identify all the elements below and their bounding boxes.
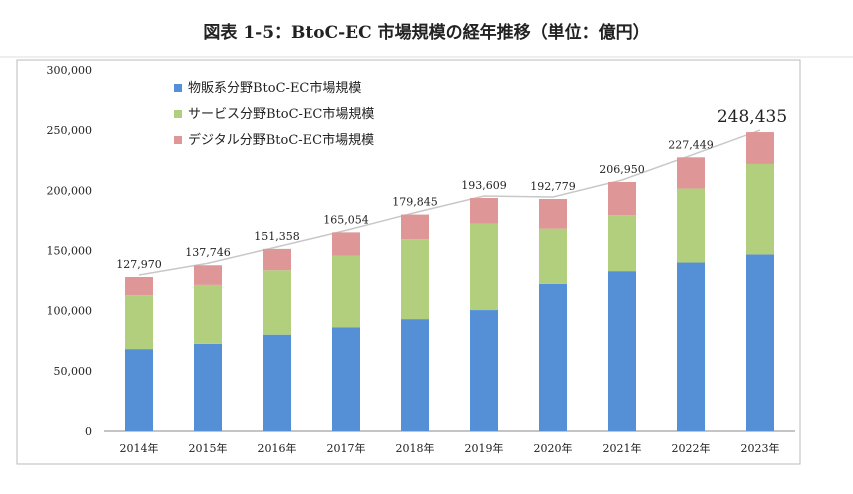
y-tick-label: 0 [85,425,92,438]
bar-segment [470,310,498,431]
bar-segment [332,255,360,328]
bar-segment [401,239,429,320]
total-label: 151,358 [254,230,300,243]
bar-segment [677,262,705,431]
x-tick-label: 2018年 [396,441,435,455]
x-tick-label: 2021年 [603,441,642,455]
bar-segment [194,265,222,285]
bar-segment [263,270,291,335]
x-tick-label: 2015年 [189,441,228,455]
y-tick-label: 200,000 [47,184,93,197]
bar-segment [539,283,567,431]
bar-segment [608,181,636,216]
y-tick-label: 50,000 [54,365,93,378]
y-tick-label: 250,000 [47,124,93,137]
bar-segment [401,319,429,431]
y-tick-label: 100,000 [47,305,93,318]
total-label: 227,449 [668,138,714,151]
legend-swatch [174,110,182,118]
legend-label: デジタル分野BtoC-EC市場規模 [188,132,374,148]
legend-label: サービス分野BtoC-EC市場規模 [188,106,374,122]
chart-frame [16,59,801,465]
bar-segment [401,214,429,240]
total-label: 179,845 [392,196,438,209]
total-label: 206,950 [599,163,645,176]
bar-segment [539,199,567,229]
x-tick-label: 2022年 [672,441,711,455]
bar-segment [194,284,222,344]
x-tick-label: 2023年 [741,441,780,455]
x-tick-label: 2019年 [465,441,504,455]
bar-segment [677,157,705,189]
bar-segment [677,188,705,263]
total-label: 193,609 [461,179,507,192]
total-label: 127,970 [116,258,162,271]
x-tick-label: 2014年 [120,441,159,455]
bar-segment [125,295,153,350]
bar-segment [263,248,291,271]
y-tick-label: 150,000 [47,245,93,258]
x-tick-label: 2020年 [534,441,573,455]
y-tick-label: 300,000 [47,64,93,77]
legend-label: 物販系分野BtoC-EC市場規模 [188,80,361,96]
bar-segment [608,271,636,431]
bar-segment [125,349,153,431]
bar-segment [539,228,567,284]
legend-swatch [174,136,182,144]
bar-segment [125,277,153,296]
bar-segment [332,327,360,431]
total-trend-line [138,129,761,276]
bar-segment [470,198,498,224]
chart-title: 図表 1-5：BtoC-EC 市場規模の経年推移（単位：億円） [203,23,650,43]
bar-segment [608,215,636,272]
bar-segment [470,223,498,311]
x-tick-label: 2016年 [258,441,297,455]
bar-segment [746,132,774,164]
bar-segment [194,343,222,431]
bar-segment [263,334,291,431]
bar-segment [746,254,774,431]
total-label: 165,054 [323,213,369,226]
bar-segment [332,232,360,256]
total-label: 192,779 [530,180,576,193]
total-label: 137,746 [185,246,231,259]
bar-segment [746,163,774,255]
total-label: 248,435 [717,107,787,127]
legend-swatch [174,84,182,92]
x-tick-label: 2017年 [327,441,366,455]
